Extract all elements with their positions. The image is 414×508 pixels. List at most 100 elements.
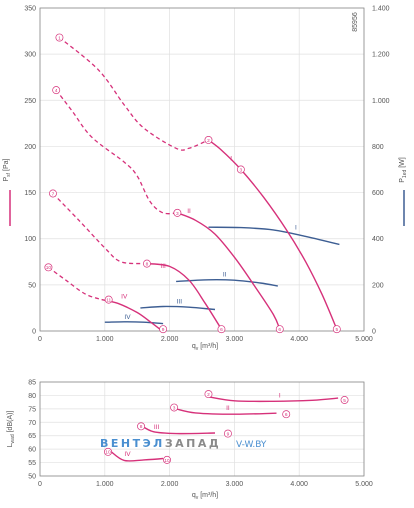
point-marker-circle <box>282 410 291 419</box>
y-axis-label-part: sf <box>6 172 12 177</box>
y-tick-label: 55 <box>28 460 36 467</box>
point-marker-circle <box>340 396 349 404</box>
y-tick-label: 65 <box>28 433 36 440</box>
point-marker-label: 5 <box>343 398 346 404</box>
point-marker-circle <box>163 455 171 464</box>
point-marker-circle <box>159 325 168 334</box>
y-tick-label: 250 <box>24 98 36 105</box>
point-marker-label: 11 <box>106 298 111 304</box>
y-tick-label: 0 <box>32 329 36 336</box>
sound-series-label: IV <box>124 451 131 458</box>
y2-axis-label-part: P <box>399 178 406 183</box>
x-axis-label-part: q <box>192 492 196 499</box>
x-axis-label: qv [m³/h] <box>192 343 218 352</box>
y-axis-label-part: wad <box>10 434 16 443</box>
point-marker-circle <box>236 165 245 174</box>
sound-series-label: II <box>226 405 230 412</box>
point-marker-circle <box>52 86 61 95</box>
point-marker-circle <box>275 325 284 334</box>
sound-series-label: III <box>154 424 160 431</box>
x-tick-label: 1.000 <box>96 336 114 343</box>
x-axis-label-part: q <box>192 343 196 350</box>
y2-tick-label: 600 <box>372 190 384 197</box>
watermark-brand-part1: ВЕНТЭЛ <box>100 437 165 450</box>
point-marker-circle <box>173 208 182 217</box>
point-marker-circle <box>217 325 226 334</box>
pressure-curve-III <box>146 262 222 330</box>
y-axis-label-part: P <box>3 176 10 181</box>
y2-tick-label: 200 <box>372 282 384 289</box>
power-curve-I <box>208 226 340 246</box>
x-axis-label-part: [m³/h] <box>198 343 218 350</box>
point-marker-label: 4 <box>55 88 58 94</box>
watermark-brand-part2: ЗАПАД <box>165 437 221 450</box>
pressure-curve-IV <box>101 298 161 330</box>
point-marker-circle <box>332 325 341 334</box>
y-tick-label: 50 <box>28 474 36 481</box>
y-axis-label-part: L <box>7 443 14 447</box>
x-tick-label: 3.000 <box>226 481 244 488</box>
y2-axis-label-part: [W] <box>399 157 406 169</box>
y2-tick-label: 800 <box>372 144 384 151</box>
sound-curve-III <box>140 424 216 435</box>
point-marker-label: 3 <box>240 167 243 173</box>
y-tick-label: 150 <box>24 190 36 197</box>
pressure-curve-dashed-I <box>58 36 209 151</box>
pressure-curve-dashed-IV <box>48 266 102 301</box>
point-marker-label: 9 <box>227 431 230 437</box>
y-tick-label: 50 <box>28 282 36 289</box>
point-marker-label: 8 <box>140 424 143 430</box>
point-marker-label: 2 <box>207 138 210 144</box>
y-tick-label: 100 <box>24 236 36 243</box>
pressure-series-label: IV <box>121 294 128 301</box>
point-marker-label: 2 <box>207 392 210 398</box>
y2-axis-label: P1ed [W] <box>399 157 408 183</box>
x-tick-label: 4.000 <box>290 481 308 488</box>
plot-frame <box>39 7 365 332</box>
y2-tick-label: 0 <box>372 329 376 336</box>
point-marker-circle <box>104 447 112 456</box>
watermark-brand: ВЕНТЭЛЗАПАД <box>100 437 221 450</box>
pressure-curve-II <box>177 212 281 330</box>
point-marker-label: 5 <box>335 327 338 333</box>
pressure-curve-dashed-III <box>52 193 147 265</box>
y-tick-label: 60 <box>28 447 36 454</box>
pressure-series-label: III <box>160 263 166 270</box>
y-axis-label-part: [Pa] <box>3 158 10 172</box>
y-tick-label: 80 <box>28 393 36 400</box>
point-marker-label: 8 <box>146 262 149 268</box>
watermark-domain: V-W.BY <box>236 440 267 450</box>
point-marker-label: 7 <box>52 191 55 197</box>
pressure-series-label: II <box>187 208 191 215</box>
power-series-label: IV <box>124 314 131 321</box>
y2-tick-label: 400 <box>372 236 384 243</box>
x-axis-label-part: v <box>196 495 199 501</box>
point-marker-label: 3 <box>176 211 179 217</box>
x-tick-label: 3.000 <box>226 336 244 343</box>
power-series-label: I <box>295 224 297 231</box>
plot-frame <box>39 381 365 477</box>
power-series-label: III <box>177 298 183 305</box>
point-marker-label: 6 <box>285 412 288 418</box>
x-axis-label-part: v <box>196 346 199 352</box>
pressure-curve-I <box>208 139 338 330</box>
sound-curve-II <box>175 408 277 415</box>
point-marker-label: 10 <box>105 450 111 456</box>
point-marker-circle <box>142 259 151 268</box>
y2-tick-label: 1.400 <box>372 6 390 13</box>
point-marker-circle <box>223 429 232 438</box>
point-marker-circle <box>104 295 113 304</box>
y-tick-label: 75 <box>28 406 36 413</box>
y-tick-label: 85 <box>28 380 36 387</box>
point-marker-circle <box>55 33 64 42</box>
y-axis-label: Psf [Pa] <box>3 158 12 181</box>
point-marker-circle <box>137 422 146 431</box>
power-curve-II <box>176 279 278 287</box>
y-tick-label: 350 <box>24 6 36 13</box>
point-marker-circle <box>44 263 53 272</box>
x-tick-label: 5.000 <box>355 481 373 488</box>
point-marker-circle <box>204 390 213 399</box>
